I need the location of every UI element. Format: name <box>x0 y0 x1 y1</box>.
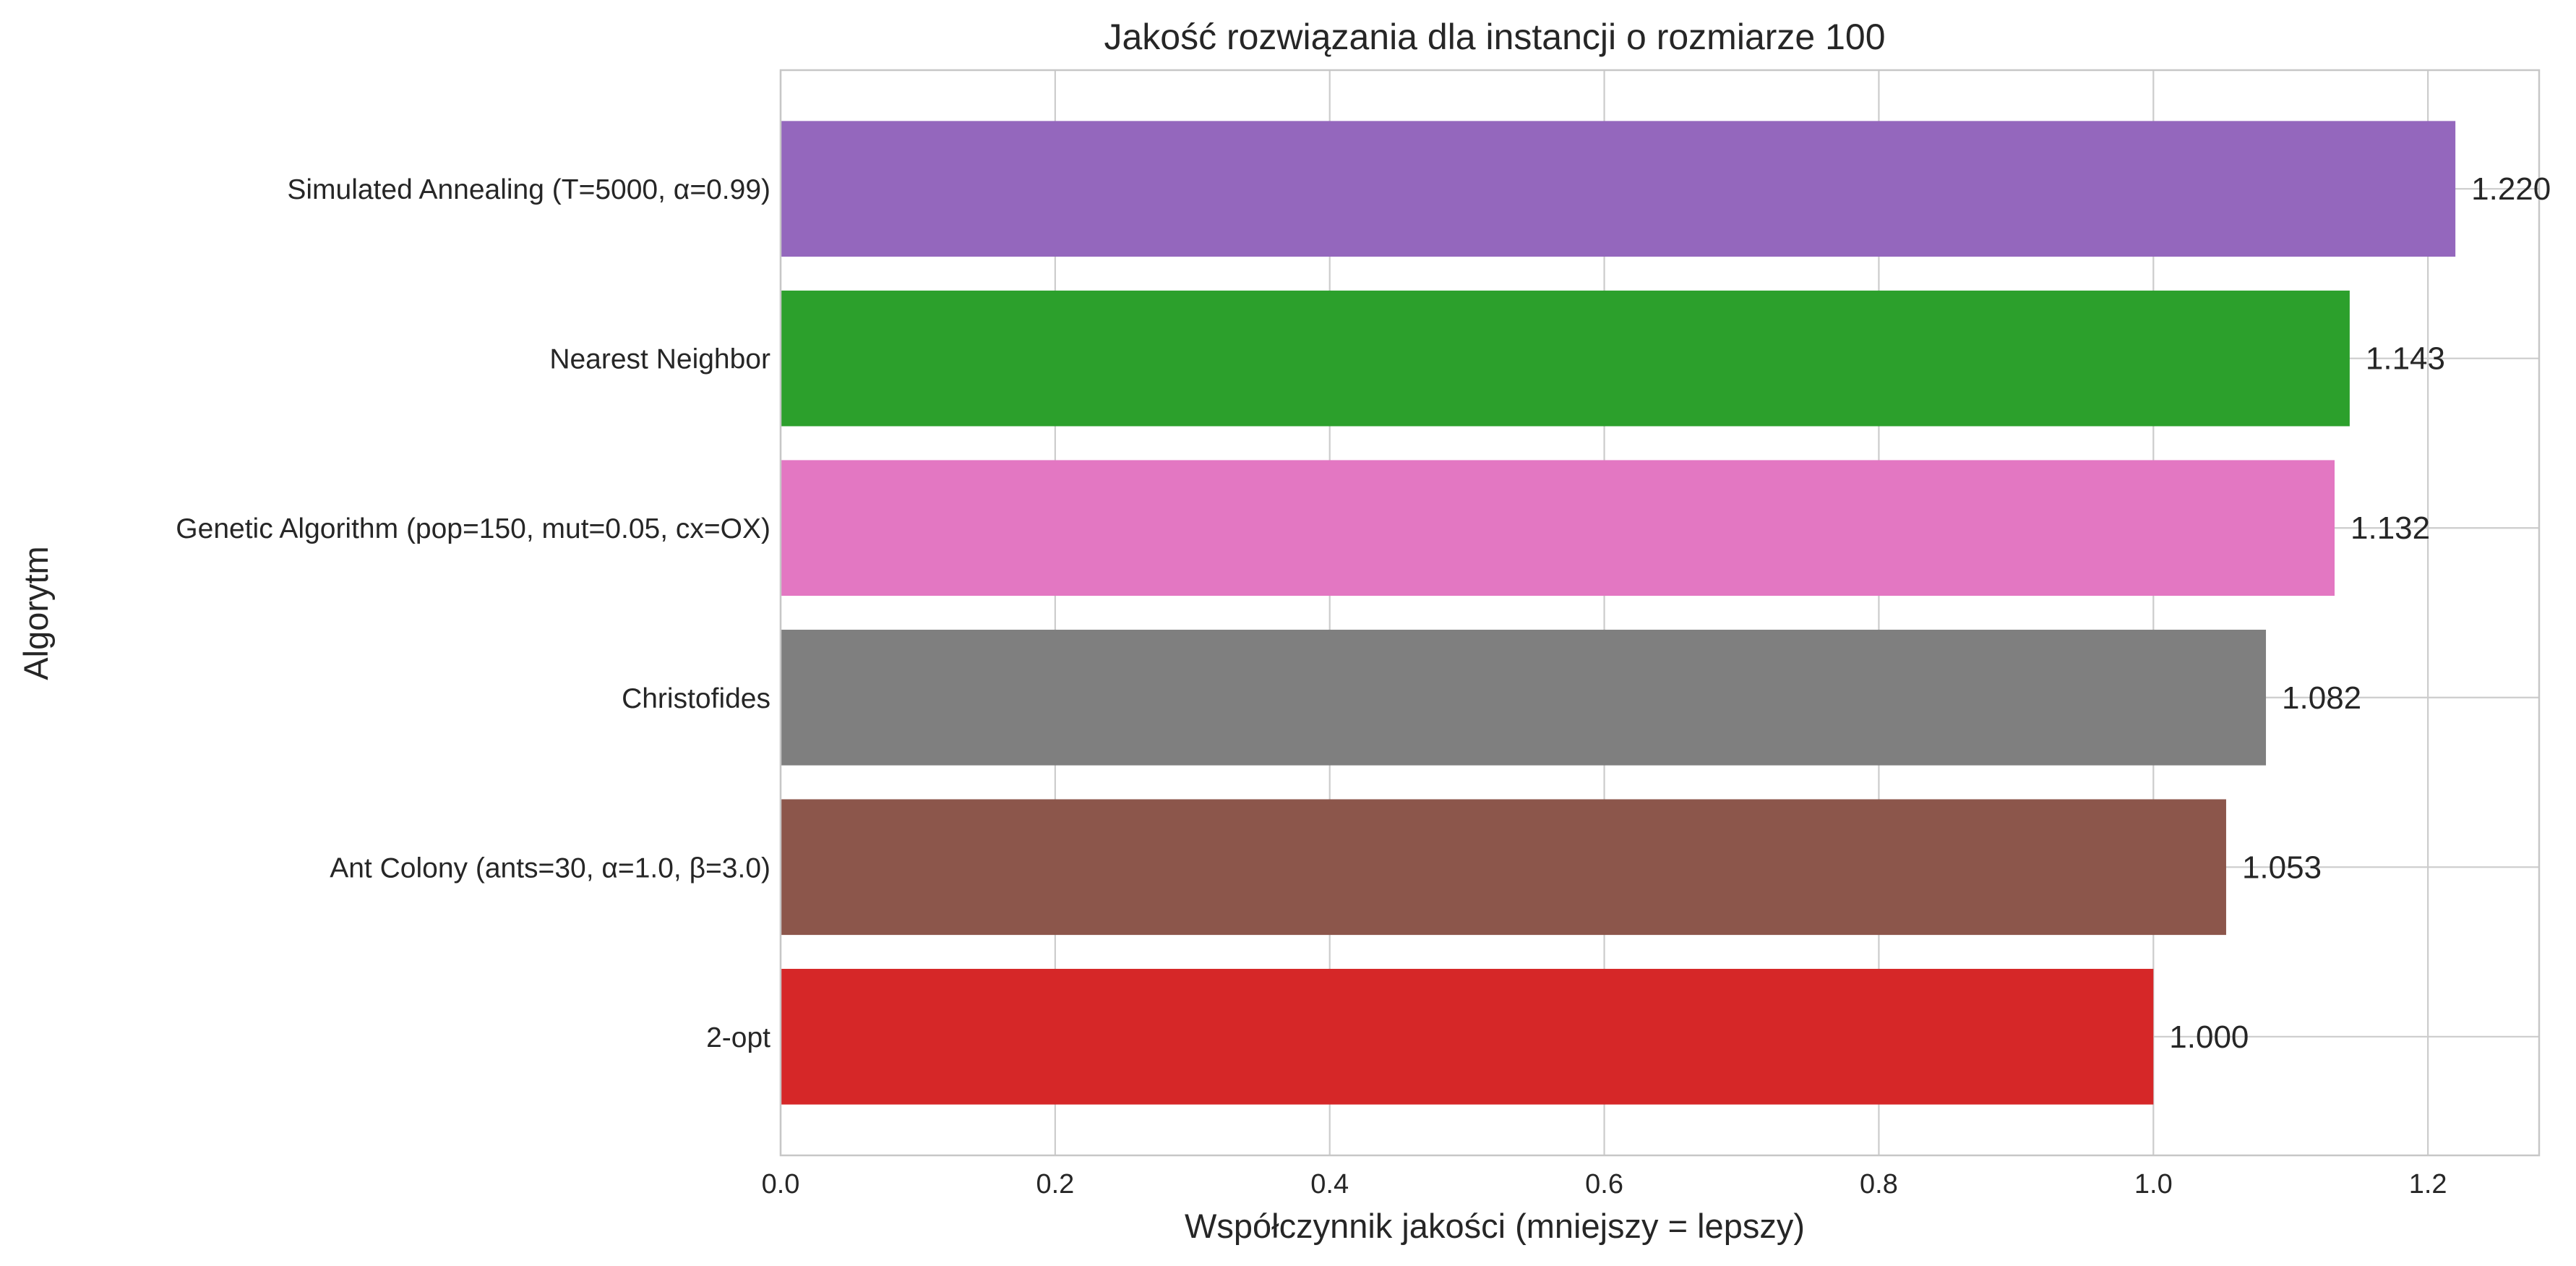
data-label: 1.143 <box>2366 341 2445 377</box>
x-tick-label: 1.2 <box>2409 1169 2447 1199</box>
data-label: 1.220 <box>2471 171 2551 207</box>
x-tick-label: 0.0 <box>762 1169 800 1199</box>
chart-title: Jakość rozwiązania dla instancji o rozmi… <box>1104 17 1885 57</box>
x-axis-ticks: 0.0 0.2 0.4 0.6 0.8 1.0 1.2 <box>762 1169 2447 1199</box>
plot-frame <box>779 69 2541 1157</box>
bars <box>781 121 2456 1105</box>
data-label: 1.053 <box>2242 850 2322 885</box>
y-tick-label: Simulated Annealing (T=5000, α=0.99) <box>287 174 770 205</box>
bar <box>781 629 2267 766</box>
y-axis-categories: Simulated Annealing (T=5000, α=0.99) Near… <box>176 174 770 1053</box>
y-tick-label: 2-opt <box>706 1022 770 1053</box>
x-axis-label: Współczynnik jakości (mniejszy = lepszy) <box>1185 1207 1805 1245</box>
y-tick-label: Christofides <box>622 683 770 714</box>
data-label: 1.000 <box>2169 1019 2249 1055</box>
bar <box>781 969 2154 1105</box>
x-tick-label: 1.0 <box>2134 1169 2173 1199</box>
y-tick-label: Nearest Neighbor <box>549 344 770 375</box>
data-label: 1.082 <box>2282 680 2361 716</box>
x-tick-label: 0.6 <box>1585 1169 1623 1199</box>
x-tick-label: 0.4 <box>1310 1169 1349 1199</box>
bar <box>781 799 2226 936</box>
y-tick-label: Ant Colony (ants=30, α=1.0, β=3.0) <box>330 852 770 884</box>
bar <box>781 290 2350 427</box>
x-tick-label: 0.8 <box>1860 1169 1898 1199</box>
data-label: 1.132 <box>2350 510 2430 546</box>
y-axis-label: Algorytm <box>17 546 55 680</box>
bar <box>781 460 2335 596</box>
data-labels: 1.220 1.143 1.132 1.082 1.053 1.000 <box>2169 171 2551 1055</box>
bar <box>781 121 2456 257</box>
x-tick-label: 0.2 <box>1036 1169 1074 1199</box>
y-tick-label: Genetic Algorithm (pop=150, mut=0.05, cx… <box>176 513 770 544</box>
